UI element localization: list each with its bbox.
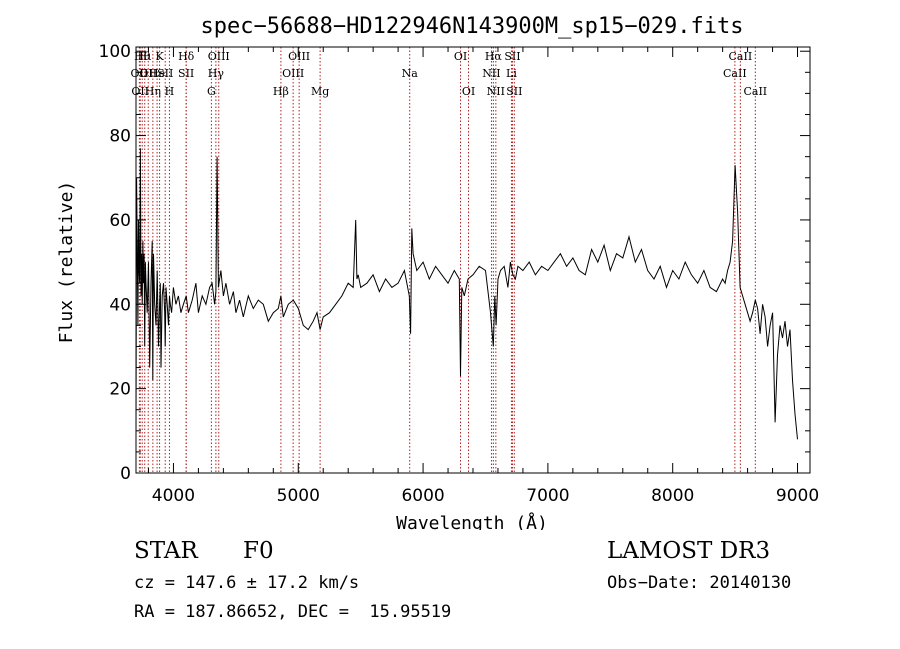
x-tick-label-3: 7000 [526,486,569,506]
line-label-20: OI [454,50,467,63]
line-label-17: OIII [288,50,310,63]
x-tick-label-0: 4000 [152,486,195,506]
coordinates: RA = 187.86652, DEC = 15.95519 [134,602,452,622]
line-label-6: He [149,67,165,80]
line-label-13: Hγ [208,67,225,80]
line-label-10: Hδ [178,50,195,63]
y-tick-label-1: 20 [109,380,131,400]
line-label-15: Hβ [273,85,289,98]
observation-date: Obs−Date: 20140130 [607,573,792,593]
spectral-line-markers [138,47,756,473]
axes: 4000 5000 6000 7000 8000 9000 0 20 40 60 80 100 [99,42,820,506]
y-tick-label-2: 40 [109,295,131,315]
y-tick-label-0: 0 [120,464,131,484]
line-label-23: Hα [485,50,503,63]
line-label-29: CaII [729,50,753,63]
line-label-21: OI [462,85,475,98]
line-label-8: SII [157,67,173,80]
x-axis-label: Wavelength (Å) [396,512,548,530]
line-label-16: OIII [282,67,304,80]
spectrum-line [135,148,798,440]
line-label-1: OII [131,85,149,98]
line-label-0: OII [131,67,149,80]
line-label-24: NII [487,85,505,98]
spectrum-chart: spec−56688−HD122946N143900M_sp15−029.fit… [56,14,820,530]
line-label-7: K [155,50,164,63]
survey-name: LAMOST DR3 [607,538,771,564]
line-label-25: Li [506,67,517,80]
line-label-19: Na [402,67,419,80]
line-label-4: OII [139,67,157,80]
line-label-14: OIII [208,50,230,63]
line-label-9: H [165,85,175,98]
line-label-26: SII [504,50,520,63]
object-class: STAR [134,538,198,564]
x-tick-label-4: 8000 [651,486,694,506]
plot-frame [135,46,811,474]
line-label-11: SII [178,67,194,80]
chart-title: spec−56688−HD122946N143900M_sp15−029.fit… [200,14,743,39]
line-label-2: Hθ [134,50,151,63]
line-label-30: CaII [743,85,767,98]
y-tick-label-5: 100 [99,42,131,62]
line-label-27: SII [506,85,522,98]
line-label-28: CaII [723,67,747,80]
line-label-18: Mg [311,85,329,98]
y-axis-label: Flux (relative) [56,181,77,344]
x-tick-label-1: 5000 [277,486,320,506]
y-tick-label-4: 80 [109,127,131,147]
object-subclass: F0 [243,538,274,564]
line-label-5: Hη [145,85,161,98]
spectral-line-labels: OIIOIIHθHιOIIHηHeKSIIHHδSIIGHγOIIIHβOIII… [131,50,768,98]
x-tick-label-5: 9000 [776,486,819,506]
redshift-value: cz = 147.6 ± 17.2 km/s [134,573,360,593]
line-label-12: G [207,85,216,98]
y-tick-label-3: 60 [109,211,131,231]
line-label-22: NII [482,67,500,80]
line-label-3: Hι [138,50,152,63]
x-tick-label-2: 6000 [401,486,444,506]
